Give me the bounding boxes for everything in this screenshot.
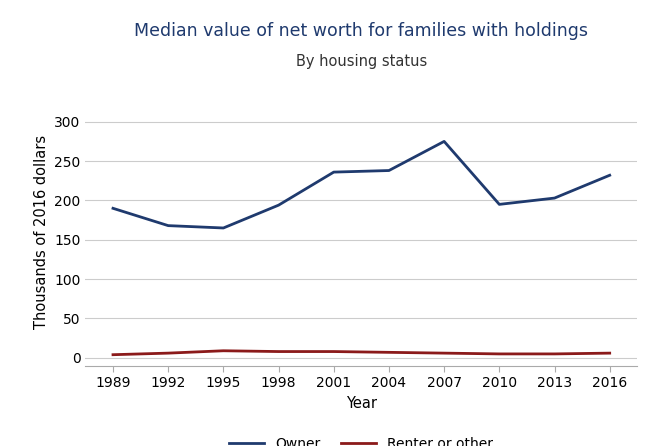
Y-axis label: Thousands of 2016 dollars: Thousands of 2016 dollars (34, 135, 49, 329)
Owner (164, 223, 172, 228)
Owner (275, 202, 283, 208)
Renter or other (385, 350, 393, 355)
Owner (440, 139, 448, 144)
Line: Owner: Owner (113, 141, 610, 228)
Renter or other (109, 352, 117, 357)
Owner (385, 168, 393, 173)
Renter or other (495, 351, 503, 357)
Text: Median value of net worth for families with holdings: Median value of net worth for families w… (134, 22, 589, 40)
Renter or other (606, 351, 614, 356)
Renter or other (551, 351, 558, 357)
Owner (330, 169, 338, 175)
Renter or other (219, 348, 227, 353)
Owner (606, 173, 614, 178)
X-axis label: Year: Year (346, 396, 377, 411)
Renter or other (275, 349, 283, 354)
Owner (109, 206, 117, 211)
Legend: Owner, Renter or other: Owner, Renter or other (224, 432, 499, 446)
Text: By housing status: By housing status (296, 54, 427, 69)
Owner (219, 225, 227, 231)
Renter or other (164, 351, 172, 356)
Renter or other (440, 351, 448, 356)
Owner (551, 195, 558, 201)
Renter or other (330, 349, 338, 354)
Line: Renter or other: Renter or other (113, 351, 610, 355)
Owner (495, 202, 503, 207)
